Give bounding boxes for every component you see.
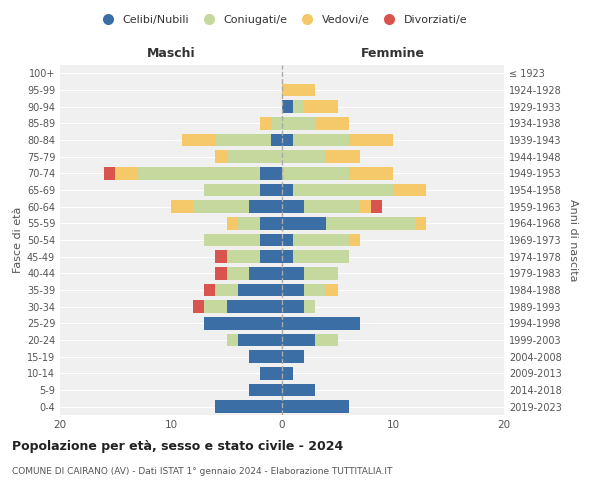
Bar: [271, 117, 282, 130]
Bar: [282, 384, 316, 396]
Bar: [193, 300, 204, 313]
Bar: [349, 167, 393, 179]
Text: Popolazione per età, sesso e stato civile - 2024: Popolazione per età, sesso e stato civil…: [12, 440, 343, 453]
Bar: [282, 84, 316, 96]
Bar: [349, 234, 360, 246]
Bar: [293, 250, 349, 263]
Bar: [282, 300, 304, 313]
Bar: [215, 267, 227, 280]
Bar: [282, 217, 326, 230]
Bar: [260, 234, 282, 246]
Bar: [282, 150, 326, 163]
Bar: [371, 200, 382, 213]
Bar: [227, 334, 238, 346]
Bar: [282, 167, 349, 179]
Bar: [271, 134, 282, 146]
Bar: [326, 150, 360, 163]
Bar: [393, 184, 426, 196]
Y-axis label: Fasce di età: Fasce di età: [13, 207, 23, 273]
Bar: [260, 167, 282, 179]
Bar: [282, 400, 349, 413]
Bar: [249, 384, 282, 396]
Bar: [304, 300, 316, 313]
Bar: [316, 117, 349, 130]
Bar: [282, 200, 304, 213]
Bar: [193, 200, 249, 213]
Bar: [326, 284, 337, 296]
Bar: [115, 167, 138, 179]
Legend: Celibi/Nubili, Coniugati/e, Vedovi/e, Divorziati/e: Celibi/Nubili, Coniugati/e, Vedovi/e, Di…: [92, 10, 472, 29]
Bar: [316, 334, 337, 346]
Bar: [238, 284, 282, 296]
Bar: [293, 184, 393, 196]
Bar: [282, 267, 304, 280]
Bar: [282, 184, 293, 196]
Bar: [260, 367, 282, 380]
Bar: [260, 217, 282, 230]
Bar: [215, 284, 238, 296]
Bar: [260, 117, 271, 130]
Text: COMUNE DI CAIRANO (AV) - Dati ISTAT 1° gennaio 2024 - Elaborazione TUTTITALIA.IT: COMUNE DI CAIRANO (AV) - Dati ISTAT 1° g…: [12, 468, 392, 476]
Bar: [171, 200, 193, 213]
Y-axis label: Anni di nascita: Anni di nascita: [568, 198, 578, 281]
Bar: [326, 217, 415, 230]
Bar: [215, 150, 227, 163]
Bar: [282, 367, 293, 380]
Bar: [227, 150, 282, 163]
Bar: [138, 167, 260, 179]
Bar: [182, 134, 215, 146]
Bar: [282, 134, 293, 146]
Bar: [360, 200, 371, 213]
Bar: [204, 284, 215, 296]
Text: Maschi: Maschi: [146, 47, 196, 60]
Bar: [249, 350, 282, 363]
Bar: [215, 134, 271, 146]
Bar: [249, 267, 282, 280]
Bar: [349, 134, 393, 146]
Bar: [293, 234, 349, 246]
Bar: [282, 317, 360, 330]
Bar: [227, 250, 260, 263]
Bar: [104, 167, 115, 179]
Bar: [282, 100, 293, 113]
Bar: [227, 217, 238, 230]
Bar: [260, 184, 282, 196]
Bar: [304, 100, 337, 113]
Bar: [204, 317, 282, 330]
Bar: [204, 300, 227, 313]
Bar: [282, 284, 304, 296]
Bar: [282, 234, 293, 246]
Bar: [204, 184, 260, 196]
Bar: [415, 217, 427, 230]
Bar: [249, 200, 282, 213]
Bar: [304, 267, 337, 280]
Bar: [282, 117, 316, 130]
Text: Femmine: Femmine: [361, 47, 425, 60]
Bar: [293, 100, 304, 113]
Bar: [304, 200, 360, 213]
Bar: [282, 250, 293, 263]
Bar: [204, 234, 260, 246]
Bar: [238, 217, 260, 230]
Bar: [238, 334, 282, 346]
Bar: [282, 334, 316, 346]
Bar: [227, 267, 249, 280]
Bar: [227, 300, 282, 313]
Bar: [215, 400, 282, 413]
Bar: [293, 134, 349, 146]
Bar: [215, 250, 227, 263]
Bar: [260, 250, 282, 263]
Bar: [282, 350, 304, 363]
Bar: [304, 284, 326, 296]
